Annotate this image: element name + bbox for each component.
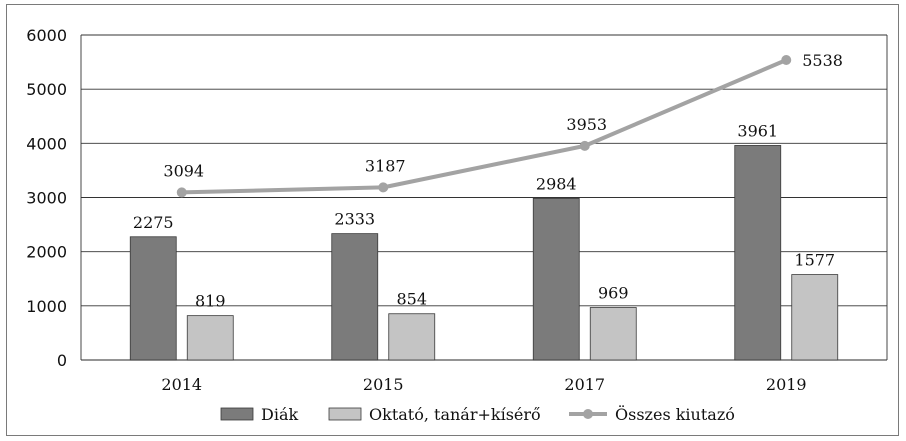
bar-diak [734, 145, 782, 361]
chart-frame: 0 1000 2000 3000 4000 5000 6000 2275 819 2333 854… [6, 4, 899, 436]
total-line [176, 55, 792, 198]
bars [129, 145, 839, 361]
bar-oktato [791, 274, 839, 361]
combo-chart: 0 1000 2000 3000 4000 5000 6000 2275 819 2333 854… [26, 26, 888, 424]
legend: Diák Oktató, tanár+kísérő Összes kiutazó [220, 404, 735, 424]
bar-data-label: 2275 [133, 213, 174, 232]
bar-diak [331, 233, 379, 361]
x-tick-label: 2015 [363, 375, 404, 394]
legend-swatch-oktato [328, 407, 362, 421]
x-tick-label: 2017 [564, 375, 605, 394]
x-axis-ticks: 2014 2015 2017 2019 [161, 375, 806, 394]
legend-label: Összes kiutazó [615, 404, 735, 424]
total-line-data-label: 3953 [566, 115, 607, 134]
x-tick-label: 2019 [766, 375, 807, 394]
bar-data-label: 969 [598, 284, 629, 303]
legend-swatch-diak [220, 407, 254, 421]
total-line-point [176, 187, 187, 198]
y-tick-label: 6000 [26, 26, 67, 45]
data-labels: 2275 819 2333 854 2984 969 3961 1577 3094 3187 395… [133, 51, 843, 311]
legend-marker-total [583, 409, 593, 419]
bar-data-label: 3961 [737, 121, 778, 140]
y-tick-label: 4000 [26, 134, 67, 153]
total-line-data-label: 3187 [365, 156, 406, 175]
total-line-point [378, 182, 389, 193]
bar-diak [129, 236, 177, 361]
bar-data-label: 854 [396, 290, 427, 309]
total-line-point [781, 55, 792, 66]
bar-oktato [186, 315, 234, 361]
bar-oktato [589, 307, 637, 361]
total-line-path [181, 58, 788, 195]
bar-data-label: 1577 [794, 251, 835, 270]
legend-label: Diák [261, 405, 298, 424]
y-tick-label: 2000 [26, 243, 67, 262]
y-tick-label: 5000 [26, 80, 67, 99]
x-tick-label: 2014 [161, 375, 202, 394]
bar-data-label: 819 [195, 292, 226, 311]
y-axis-ticks: 0 1000 2000 3000 4000 5000 6000 [26, 26, 67, 370]
y-tick-label: 0 [57, 351, 67, 370]
legend-label: Oktató, tanár+kísérő [369, 405, 541, 424]
y-tick-label: 1000 [26, 297, 67, 316]
y-tick-label: 3000 [26, 189, 67, 208]
bar-oktato [388, 313, 436, 361]
bar-data-label: 2984 [536, 174, 577, 193]
total-line-data-label: 3094 [163, 161, 204, 180]
bar-data-label: 2333 [334, 210, 375, 229]
total-line-point [579, 140, 590, 151]
total-line-data-label: 5538 [802, 51, 843, 70]
bar-diak [532, 197, 580, 361]
